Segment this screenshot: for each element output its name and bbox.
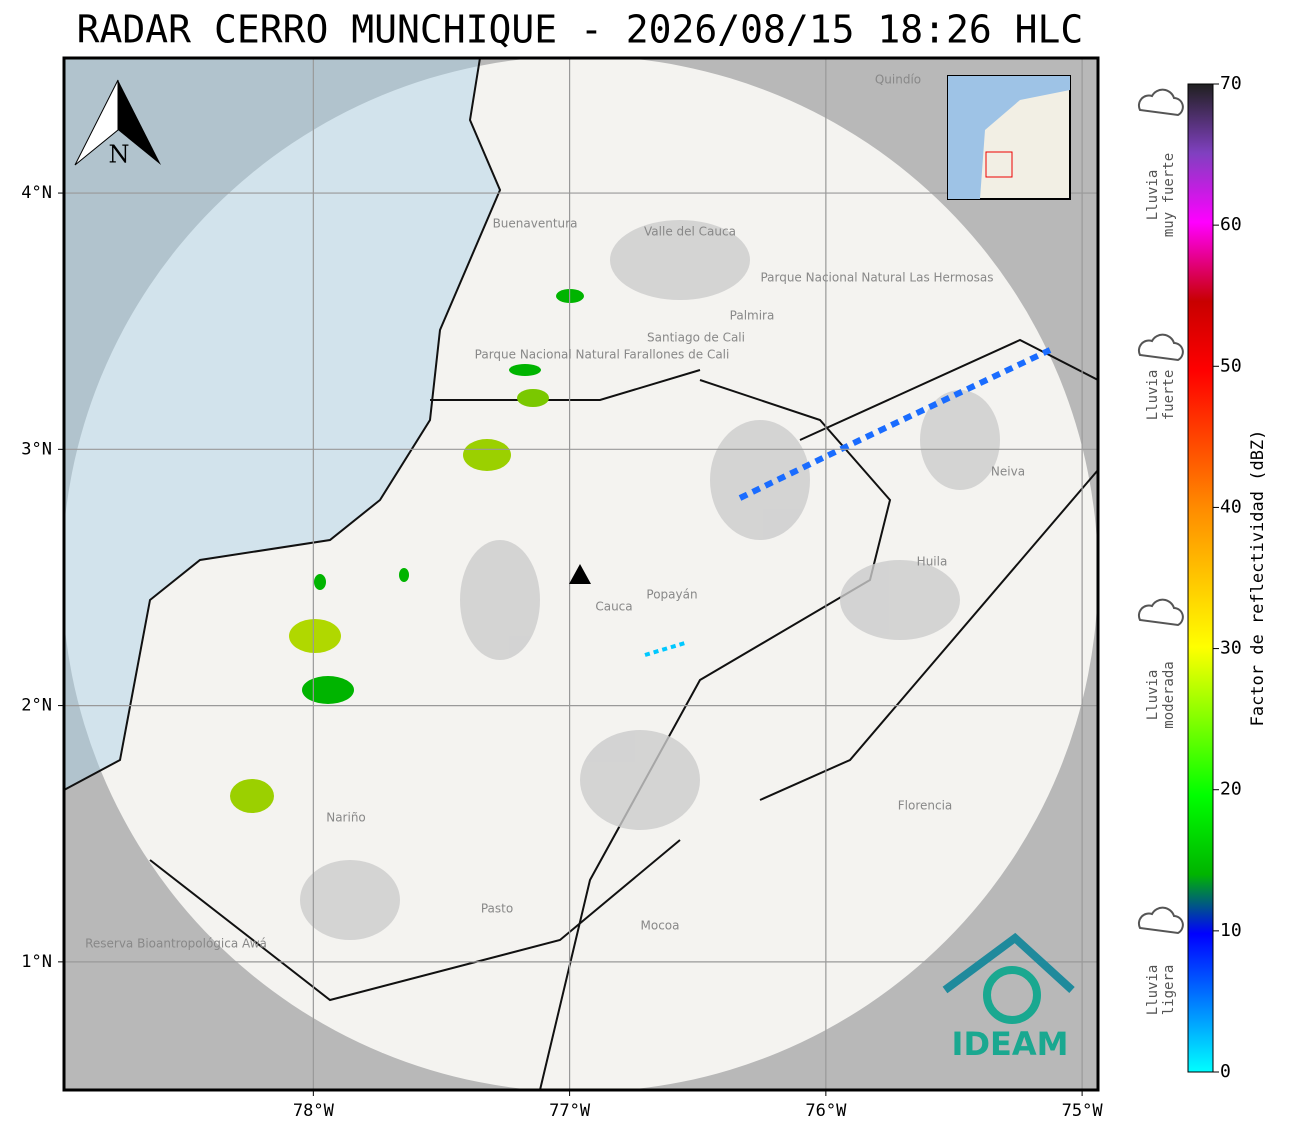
colorbar-tick-label: 20 (1220, 779, 1242, 800)
radar-echoes (230, 289, 1052, 813)
radar-site (569, 564, 591, 584)
legend-label: Lluvia (1145, 370, 1161, 421)
x-tick-label: 78°W (293, 1101, 335, 1121)
place-label: Santiago de Cali (647, 331, 745, 345)
legend-label: fuerte (1161, 370, 1177, 421)
place-label: Huila (917, 555, 948, 569)
place-label: Cauca (595, 600, 632, 614)
legend-label: Lluvia (1145, 170, 1161, 221)
title: RADAR CERRO MUNCHIQUE - 2026/08/15 18:26… (77, 8, 1084, 52)
legend-label: ligera (1161, 965, 1177, 1016)
colorbar-tick-label: 30 (1220, 638, 1242, 659)
colorbar (1187, 83, 1214, 1073)
weather-icon (1137, 333, 1184, 362)
colorbar-tick-label: 50 (1220, 355, 1242, 376)
ideam-logo (942, 932, 1075, 1024)
legend-label: Lluvia (1145, 670, 1161, 721)
colorbar-tick-label: 60 (1220, 214, 1242, 235)
map: Buenaventura Valle del Cauca Parque Nacion… (64, 58, 1098, 1090)
x-tick-label: 75°W (1062, 1101, 1104, 1121)
x-tick-label: 76°W (805, 1101, 847, 1121)
colorbar-tick-label: 0 (1220, 1061, 1231, 1082)
inset-map (947, 75, 1071, 200)
weather-icon (1137, 598, 1184, 627)
place-label: Quindío (875, 73, 921, 87)
y-tick-label: 2°N (21, 696, 52, 716)
north-arrow (74, 79, 161, 166)
colorbar-tick-label: 40 (1220, 496, 1242, 517)
place-label: Palmira (730, 309, 775, 323)
colorbar-tick-label: 70 (1220, 73, 1242, 94)
weather-icon (1137, 906, 1184, 935)
place-label: Parque Nacional Natural Las Hermosas (760, 271, 993, 285)
legend-label: Lluvia (1145, 965, 1161, 1016)
place-label: Parque Nacional Natural Farallones de Ca… (475, 348, 730, 362)
colorbar-label: Factor de reflectividad (dBZ) (1248, 430, 1268, 727)
place-label: Mocoa (641, 919, 680, 933)
y-tick-label: 3°N (21, 439, 52, 459)
colorbar-tick-label: 10 (1220, 920, 1242, 941)
legend-label: muy fuerte (1161, 153, 1177, 237)
place-label: Reserva Bioantropológica Awá (85, 937, 267, 951)
place-label: Nariño (326, 811, 366, 825)
place-label: Valle del Cauca (644, 225, 736, 239)
terrain (300, 220, 1000, 940)
y-tick-label: 1°N (21, 952, 52, 972)
weather-icon (1137, 88, 1184, 117)
ocean (64, 58, 500, 790)
place-label: Popayán (646, 588, 697, 602)
place-label: Buenaventura (493, 217, 578, 231)
x-tick-label: 77°W (549, 1101, 591, 1121)
place-label: Pasto (481, 902, 513, 916)
map-frame (62, 56, 1100, 1092)
legend-label: moderada (1161, 661, 1177, 728)
place-label: Neiva (991, 465, 1025, 479)
place-label: Florencia (898, 799, 953, 813)
logo-text: IDEAM (952, 1025, 1069, 1063)
north-label: N (109, 141, 130, 169)
y-tick-label: 4°N (21, 183, 52, 203)
